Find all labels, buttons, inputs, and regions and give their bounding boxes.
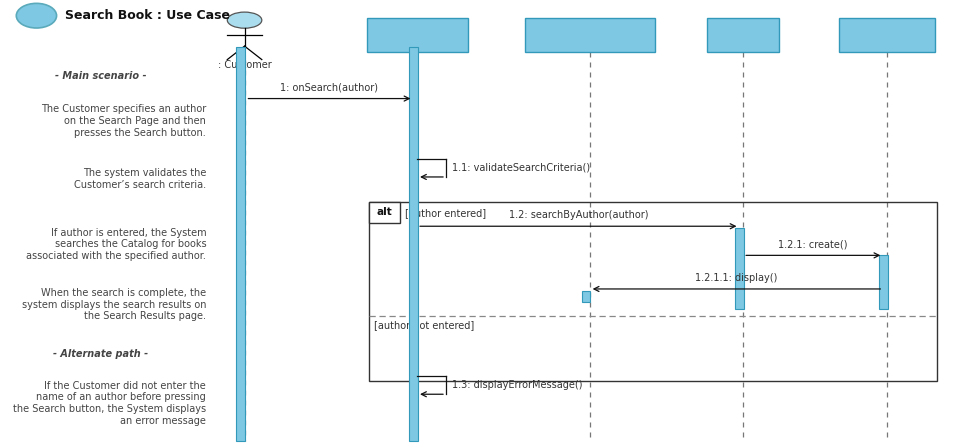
- Bar: [409, 47, 418, 441]
- Ellipse shape: [16, 3, 57, 28]
- Text: [author not entered]: [author not entered]: [374, 320, 475, 330]
- Bar: [366, 18, 468, 52]
- Text: Search Book : Use Case: Search Book : Use Case: [65, 9, 230, 22]
- Text: 1.3: displayErrorMessage(): 1.3: displayErrorMessage(): [452, 380, 582, 390]
- Text: 1.2.1: create(): 1.2.1: create(): [779, 240, 848, 250]
- Text: The Customer specifies an author
on the Search Page and then
presses the Search : The Customer specifies an author on the …: [41, 104, 206, 138]
- Bar: [526, 18, 655, 52]
- Bar: [879, 255, 888, 309]
- Text: If the Customer did not enter the
name of an author before pressing
the Search b: If the Customer did not enter the name o…: [13, 381, 206, 426]
- Bar: [581, 291, 591, 302]
- Text: When the search is complete, the
system displays the search results on
the Searc: When the search is complete, the system …: [22, 288, 206, 321]
- Text: : Search Results Page: : Search Results Page: [537, 30, 643, 40]
- Text: : Search Results: : Search Results: [848, 30, 926, 40]
- Text: 1.2: searchByAuthor(author): 1.2: searchByAuthor(author): [508, 211, 648, 220]
- Text: The system validates the
Customer’s search criteria.: The system validates the Customer’s sear…: [74, 168, 206, 190]
- Text: alt: alt: [377, 207, 392, 217]
- Circle shape: [227, 12, 262, 28]
- Text: 1: onSearch(author): 1: onSearch(author): [280, 83, 379, 93]
- Bar: [708, 18, 779, 52]
- Bar: [839, 18, 935, 52]
- Text: : Search Page: : Search Page: [384, 30, 451, 40]
- Bar: [369, 202, 400, 223]
- Text: 1.2.1.1: display(): 1.2.1.1: display(): [695, 273, 778, 283]
- Text: - Alternate path -: - Alternate path -: [53, 349, 149, 359]
- Text: [author entered]: [author entered]: [405, 208, 486, 218]
- Bar: [369, 202, 937, 381]
- Text: : Customer: : Customer: [218, 60, 271, 70]
- Bar: [236, 47, 246, 441]
- Text: : Catalog: : Catalog: [721, 30, 765, 40]
- Text: - Main scenario -: - Main scenario -: [55, 71, 147, 81]
- Text: 1.1: validateSearchCriteria(): 1.1: validateSearchCriteria(): [452, 163, 590, 173]
- Text: If author is entered, the System
searches the Catalog for books
associated with : If author is entered, the System searche…: [26, 228, 206, 261]
- Bar: [736, 228, 744, 309]
